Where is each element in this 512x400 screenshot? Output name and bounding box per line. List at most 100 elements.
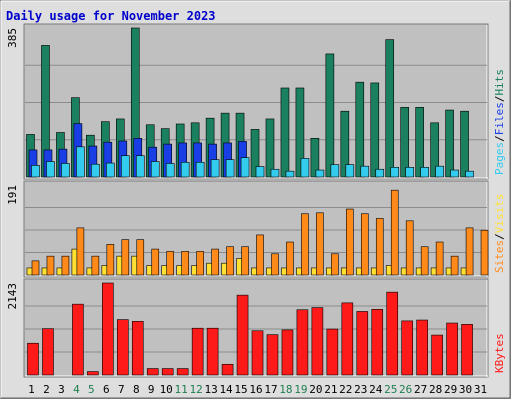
bar-kbytes-day-13	[206, 327, 219, 376]
bar-pages-day-8	[135, 155, 145, 178]
bar-sites-day-9	[151, 248, 160, 276]
day-label-25: 25	[384, 383, 397, 396]
bar-pages-day-15	[240, 157, 250, 178]
bar-pages-day-2	[46, 161, 55, 178]
bar-hits-day-20	[310, 137, 320, 178]
bar-pages-day-21	[330, 164, 340, 178]
day-label-3: 3	[58, 383, 65, 396]
day-label-5: 5	[88, 383, 95, 396]
bar-kbytes-day-17	[266, 334, 279, 376]
bar-pages-day-11	[180, 161, 190, 178]
bar-kbytes-day-5	[87, 371, 99, 376]
legend-pages: Pages	[493, 142, 506, 175]
legend-files: Files	[493, 102, 506, 135]
legend-labels: Pages/Files/Hits	[493, 69, 506, 175]
bar-pages-day-22	[345, 164, 355, 178]
bar-sites-day-23	[360, 213, 369, 276]
day-label-17: 17	[264, 383, 277, 396]
bar-hits-day-24	[370, 82, 380, 178]
day-label-12: 12	[190, 383, 203, 396]
kbytes_panel: 2143 KBytes	[6, 278, 506, 378]
bar-kbytes-day-8	[131, 321, 144, 376]
bar-kbytes-day-2	[42, 328, 54, 376]
day-label-26: 26	[399, 383, 412, 396]
bar-sites-day-14	[226, 246, 234, 276]
bar-pages-day-26	[405, 167, 414, 178]
day-label-9: 9	[148, 383, 155, 396]
bar-pages-day-16	[255, 166, 265, 178]
bar-pages-day-27	[420, 167, 429, 178]
bar-kbytes-day-25	[386, 291, 399, 376]
day-label-7: 7	[118, 383, 125, 396]
day-label-23: 23	[354, 383, 367, 396]
bar-hits-day-27	[415, 107, 424, 178]
bar-pages-day-3	[61, 163, 70, 178]
x-axis-day-labels: 1 2 3 4 5 6 7 8 9 10 11 12 13 14 15 16 17 18 19 20 21 22 23 24 2…	[28, 383, 487, 396]
bar-kbytes-day-23	[356, 311, 369, 376]
bar-kbytes-day-28	[431, 334, 443, 376]
bar-kbytes-day-9	[146, 368, 159, 376]
bar-kbytes-day-30	[461, 324, 473, 376]
day-label-6: 6	[103, 383, 110, 396]
day-label-16: 16	[249, 383, 262, 396]
bar-pages-day-20	[315, 169, 325, 178]
day-label-13: 13	[204, 383, 217, 396]
bar-sites-day-28	[435, 241, 444, 276]
bar-kbytes-day-12	[191, 327, 204, 376]
bar-sites-day-31	[480, 229, 489, 276]
bar-pages-day-25	[390, 167, 400, 178]
bar-sites-day-15	[241, 246, 249, 276]
bar-hits-day-22	[340, 110, 350, 178]
legend-hits: Hits	[493, 69, 506, 96]
bar-sites-day-4	[76, 227, 85, 276]
bar-sites-day-20	[316, 212, 324, 276]
bar-kbytes-day-15	[236, 294, 249, 376]
bar-hits-day-23	[355, 81, 365, 178]
bar-pages-day-6	[106, 162, 115, 178]
bar-kbytes-day-18	[281, 329, 294, 376]
bar-sites-day-16	[256, 234, 264, 276]
bar-pages-day-10	[165, 163, 175, 178]
bar-sites-day-3	[61, 255, 70, 276]
bar-hits-day-16	[250, 129, 260, 178]
bar-kbytes-day-24	[371, 309, 384, 376]
bar-sites-day-19	[301, 213, 309, 276]
bar-hits-day-28	[430, 122, 439, 178]
day-label-22: 22	[339, 383, 352, 396]
day-label-28: 28	[429, 383, 442, 396]
day-label-30: 30	[459, 383, 472, 396]
bar-sites-day-6	[106, 244, 115, 276]
day-label-21: 21	[324, 383, 337, 396]
bar-sites-day-1	[31, 260, 40, 276]
bar-sites-day-27	[420, 246, 429, 276]
bar-pages-day-18	[285, 170, 295, 178]
bar-kbytes-day-16	[251, 330, 264, 376]
day-label-19: 19	[294, 383, 307, 396]
legend-labels: KBytes	[493, 333, 506, 373]
bar-pages-day-24	[375, 168, 385, 178]
bar-kbytes-day-7	[117, 319, 129, 376]
axis-max-label: 385	[6, 28, 19, 48]
bar-kbytes-day-11	[176, 368, 189, 376]
bar-sites-day-11	[181, 251, 189, 276]
bar-sites-day-29	[450, 255, 459, 276]
bar-kbytes-day-21	[326, 328, 339, 376]
bar-sites-day-8	[136, 239, 145, 276]
bar-sites-day-5	[91, 255, 100, 276]
bar-kbytes-day-29	[446, 322, 458, 376]
bar-kbytes-day-26	[401, 320, 413, 376]
chart-title: Daily usage for November 2023	[6, 9, 216, 23]
legend-labels: Sites/Visits	[493, 194, 506, 274]
day-label-18: 18	[279, 383, 292, 396]
axis-max-label: 2143	[6, 283, 19, 310]
bar-hits-day-19	[295, 87, 305, 178]
bar-pages-day-19	[300, 158, 310, 178]
bar-pages-day-14	[225, 159, 235, 178]
bar-hits-day-17	[265, 118, 275, 178]
bar-kbytes-day-20	[311, 307, 324, 376]
bar-sites-day-10	[166, 251, 175, 276]
day-label-14: 14	[219, 383, 233, 396]
bar-pages-day-28	[435, 165, 444, 178]
bar-sites-day-17	[271, 253, 279, 276]
